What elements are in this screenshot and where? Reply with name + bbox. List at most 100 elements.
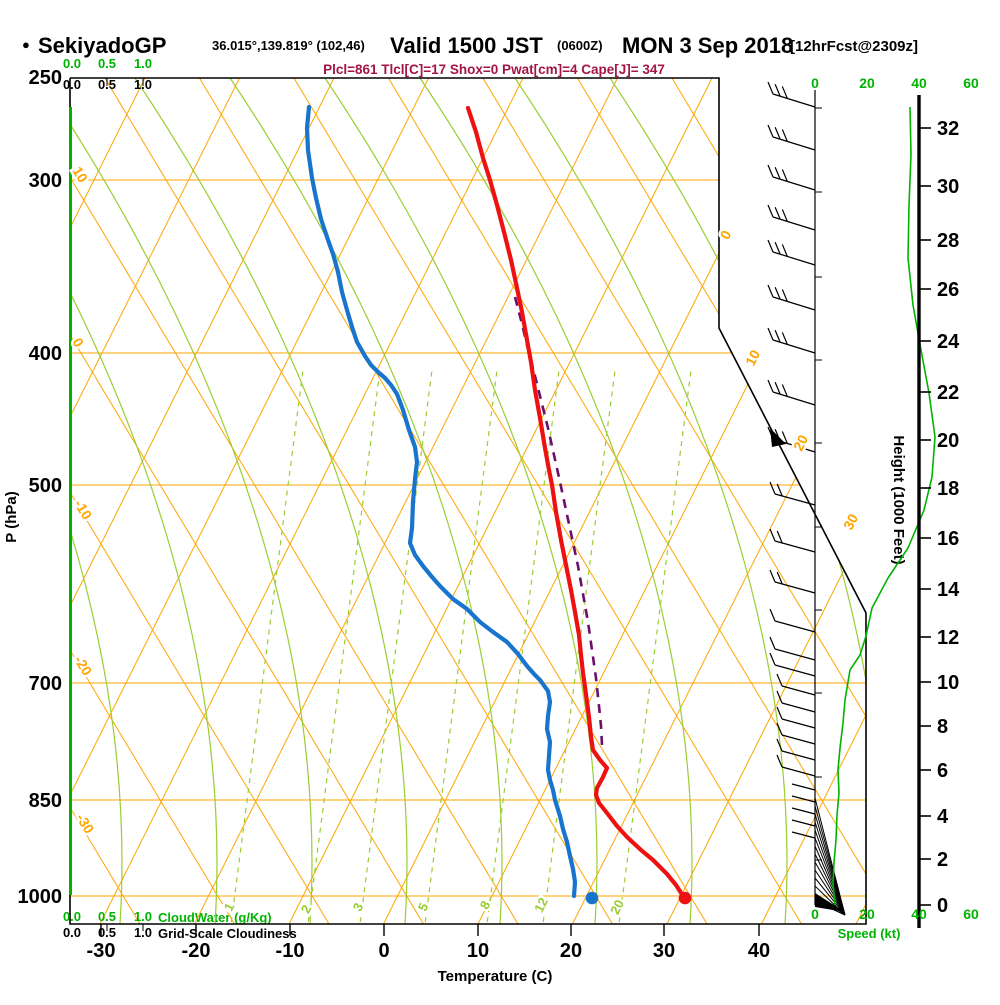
- height-tick-label: 8: [937, 716, 948, 738]
- wind-barb: [773, 137, 815, 150]
- pressure-tick-label: 500: [29, 475, 62, 497]
- wind-barb: [782, 767, 815, 776]
- isotherm-line: [289, 78, 712, 924]
- isotherm-line: [573, 78, 996, 924]
- height-tick-label: 14: [937, 579, 960, 601]
- wind-barb: [775, 649, 815, 660]
- height-tick-label: 12: [937, 627, 959, 649]
- height-tick-label: 30: [937, 176, 959, 198]
- mixing-ratio-line: [231, 370, 303, 922]
- wind-barb: [782, 719, 815, 728]
- wind-barb: [775, 541, 815, 552]
- temp-tick-label: -10: [276, 940, 305, 962]
- isotherm-line: [667, 78, 1000, 924]
- wind-barb-feather: [777, 707, 782, 719]
- valid-date: MON 3 Sep 2018: [622, 33, 793, 58]
- height-tick-label: 6: [937, 760, 948, 782]
- height-tick-label: 18: [937, 478, 959, 500]
- wind-barb-feather: [770, 482, 775, 494]
- cloudiness-label: Grid-Scale Cloudiness: [158, 926, 297, 941]
- wind-barb: [773, 94, 815, 107]
- wind-barb-feather: [768, 380, 773, 392]
- isotherm-line: [856, 78, 1000, 924]
- wind-barb: [792, 808, 815, 814]
- isotherm-line: [6, 78, 429, 924]
- mixing-ratio-label: 12: [531, 895, 551, 915]
- temp-tick-label: -20: [182, 940, 211, 962]
- mixing-ratio-label: 5: [415, 900, 432, 913]
- wind-barb-feather: [777, 572, 782, 584]
- speed-scale-label-bottom: 40: [911, 906, 927, 922]
- station-bullet: ●: [22, 37, 30, 52]
- indices-line: Plcl=861 Tlcl[C]=17 Shox=0 Pwat[cm]=4 Ca…: [323, 62, 665, 77]
- dry-adiabat-line: [388, 78, 896, 924]
- temp-tick-label: 10: [467, 940, 489, 962]
- pressure-axis-label: P (hPa): [3, 491, 20, 542]
- wind-barb-feather: [768, 240, 773, 252]
- moist-adiabat-line: [610, 78, 882, 924]
- wind-barb-feather: [768, 82, 773, 94]
- wind-barb-feather: [777, 484, 782, 496]
- wind-barb: [782, 686, 815, 695]
- speed-scale-label-bottom: 20: [859, 906, 875, 922]
- temp-tick-label: -30: [87, 940, 116, 962]
- wind-barb: [792, 784, 815, 790]
- speed-scale-label-bottom: 0: [811, 906, 819, 922]
- wind-barb: [773, 252, 815, 265]
- speed-axis-label: Speed (kt): [838, 926, 901, 941]
- station-coords: 36.015°,139.819° (102,46): [212, 38, 365, 53]
- temp-tick-label: 30: [653, 940, 675, 962]
- temp-tick-label: 40: [748, 940, 770, 962]
- wind-barb-feather: [770, 653, 775, 665]
- speed-scale-label-top: 60: [963, 75, 979, 91]
- wind-barb: [773, 392, 815, 405]
- wind-barb-feather: [770, 637, 775, 649]
- dry-adiabat-label: -30: [73, 811, 97, 837]
- height-tick-label: 32: [937, 118, 959, 140]
- height-tick-label: 10: [937, 672, 959, 694]
- height-axis-label: Height (1000 Feet): [890, 435, 907, 564]
- isotherm-line: [100, 78, 523, 924]
- mixing-ratio-line: [425, 370, 497, 922]
- wind-barb-feather: [768, 285, 773, 297]
- surface-value-dot: [679, 892, 692, 905]
- cloudiness-scale-top: 0.0: [63, 77, 81, 92]
- mixing-ratio-label: 20: [607, 897, 627, 917]
- cloudwater-scale-bottom: 0.0: [63, 909, 81, 924]
- wind-barb-feather: [777, 531, 782, 543]
- wind-barb-feather: [777, 691, 782, 703]
- speed-scale-label-top: 20: [859, 75, 875, 91]
- wind-barb-feather: [768, 205, 773, 217]
- speed-scale-label-top: 0: [811, 75, 819, 91]
- wind-barb: [773, 340, 815, 353]
- boundary-marker-triangle: [770, 428, 786, 447]
- isotherm-label: 10: [742, 347, 763, 368]
- dry-adiabat-line: [0, 78, 424, 924]
- surface-value-dot: [586, 892, 599, 905]
- height-tick-label: 20: [937, 430, 959, 452]
- pressure-tick-label: 1000: [18, 886, 63, 908]
- wind-barb: [775, 665, 815, 676]
- dry-adiabat-label: -20: [71, 653, 95, 679]
- dry-adiabat-line: [577, 78, 1000, 924]
- wind-barb: [792, 832, 815, 838]
- height-tick-label: 28: [937, 230, 959, 252]
- wind-barb: [775, 621, 815, 632]
- height-tick-label: 2: [937, 849, 948, 871]
- valid-time: Valid 1500 JST: [390, 33, 543, 58]
- isotherm-line: [0, 78, 145, 924]
- mixing-ratio-line: [308, 370, 380, 922]
- wind-barb-feather: [770, 529, 775, 541]
- height-tick-label: 24: [937, 331, 960, 353]
- wind-barb: [782, 751, 815, 760]
- wind-barb: [775, 494, 815, 505]
- wind-barb-feather: [770, 570, 775, 582]
- height-tick-label: 0: [937, 895, 948, 917]
- height-tick-label: 22: [937, 382, 959, 404]
- wind-barb: [773, 297, 815, 310]
- pressure-tick-label: 400: [29, 343, 62, 365]
- height-tick-label: 16: [937, 528, 959, 550]
- wind-barb: [782, 703, 815, 712]
- wind-barb-feather: [768, 125, 773, 137]
